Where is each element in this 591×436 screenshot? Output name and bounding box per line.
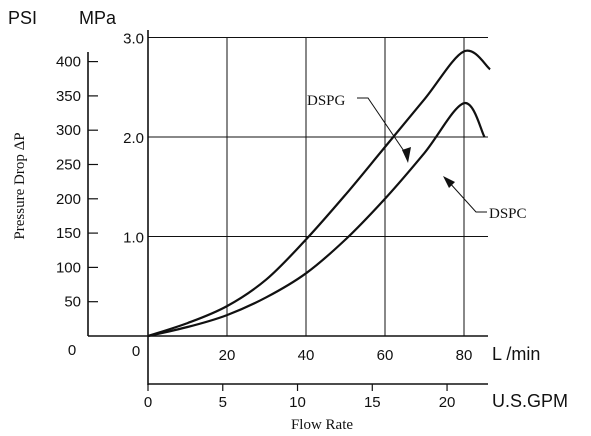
x-tick-label-lmin-60: 60 [377,347,394,364]
x-tick-label-gpm-20: 20 [439,394,456,411]
x-tick-label-gpm-0: 0 [144,394,152,411]
x-tick-label-gpm-10: 10 [289,394,306,411]
origin-label-mpa: 0 [132,343,140,360]
y-tick-label-psi-400: 400 [56,54,81,71]
leader-line-dspc [447,180,487,213]
tick-labels: 20 40 60 80 0 5 10 15 20 1.0 2.0 3.0 50 100 150 200 250 3… [56,31,472,412]
y-tick-label-psi-350: 350 [56,88,81,105]
y-tick-label-psi-300: 300 [56,122,81,139]
axes [87,30,488,385]
y-tick-label-psi-50: 50 [64,294,81,311]
y-axis-title: Pressure Drop ΔP [12,132,28,239]
series-labels: DSPG DSPC [307,93,527,222]
series-label-dspg: DSPG [307,93,346,109]
leader-line-dspg [357,97,409,158]
y-tick-label-psi-100: 100 [56,259,81,276]
grid-lines [148,37,488,336]
arrowhead-dspg [402,147,411,163]
series-label-dspc: DSPC [489,206,527,222]
y-tick-label-psi-200: 200 [56,191,81,208]
y-tick-label-psi-250: 250 [56,156,81,173]
x-axis-unit-gpm: U.S.GPM [492,391,568,411]
x-tick-label-lmin-20: 20 [219,347,236,364]
y-tick-label-mpa-2: 2.0 [123,130,144,147]
x-tick-label-lmin-40: 40 [298,347,315,364]
x-axis-title: Flow Rate [291,417,353,433]
x-axis-unit-lmin: L /min [492,344,540,364]
x-tick-label-gpm-5: 5 [219,394,227,411]
y-axis-unit-mpa: MPa [79,8,117,28]
series-curve-dspg [147,49,491,338]
origin-label-psi: 0 [68,342,76,359]
arrowhead-dspc [443,176,455,188]
y-tick-label-mpa-1: 1.0 [123,230,144,247]
y-axis-unit-psi: PSI [8,8,37,28]
series-curves [147,49,491,338]
x-tick-label-lmin-80: 80 [456,347,473,364]
y-tick-label-mpa-3: 3.0 [123,31,144,48]
series-curve-dspc [147,102,486,338]
y-tick-label-psi-150: 150 [56,225,81,242]
tick-marks [88,60,448,391]
x-tick-label-gpm-15: 15 [364,394,381,411]
